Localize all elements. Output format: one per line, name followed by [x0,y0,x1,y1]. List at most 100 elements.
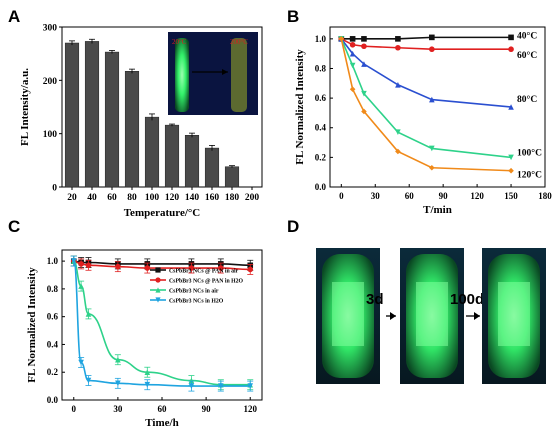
inset-tube-glowing [175,38,189,112]
data-point [361,61,367,67]
legend-label: CsPbBr3 NCs in air [169,289,219,295]
x-tick-label: 90 [202,404,212,414]
chart-a: 20 40 60 80 100 120 140 160 180 200 0 100 200 300 20°… [19,24,263,219]
series-label: 80°C [517,94,537,105]
x-tick-label: 140 [185,193,200,203]
series-label: 100°C [517,147,542,158]
data-point [188,265,195,271]
data-point [361,36,367,42]
data-point [115,263,121,270]
data-point [85,262,92,269]
x-tick-label: 120 [165,193,180,203]
y-tick-label: 0.0 [47,395,59,405]
arrow-3d-head [390,312,396,320]
series-line [340,38,512,108]
data-point [188,383,195,389]
bar [144,116,160,188]
photo-vial-initial [316,248,380,384]
data-point [349,41,356,48]
data-point [361,43,367,50]
inset-arrow-head [222,69,228,75]
bar [64,42,80,188]
data-point [85,311,92,317]
chart-c: 0 30 60 90 120 0.0 0.2 0.4 0.6 0.8 1.0 Time/h FL Nor… [26,249,263,429]
data-point [247,266,254,273]
x-tick-label: 120 [470,191,484,201]
x-tick-label: 100 [145,193,160,203]
y-tick-label: 0.4 [315,123,327,133]
legend-marker [155,297,161,303]
x-tick-label: 40 [87,193,97,203]
x-tick-label: 120 [243,404,257,414]
data-point [395,36,401,42]
x-tick-label: 180 [225,193,240,203]
data-point [349,86,356,93]
vial-film [416,282,448,346]
x-tick-label: 80 [127,193,137,203]
y-axis-label: FL Normalized Intensity [26,267,38,383]
y-tick-label: 0.8 [47,284,59,294]
data-point [218,383,224,389]
series-line [340,38,512,159]
x-axis-label: Time/h [145,417,178,429]
bar [124,71,140,188]
x-tick-label: 30 [371,191,381,201]
bar [204,147,220,188]
x-axis-label: T/min [423,204,452,216]
data-point [429,145,435,152]
data-point [338,36,345,42]
x-tick-label: 0 [72,404,77,414]
series-line [340,38,512,51]
series-label: 60°C [517,50,537,61]
x-tick-label: 150 [504,191,518,201]
y-tick-label: 0.8 [315,63,327,73]
bar [84,41,100,188]
y-tick-label: 0.2 [47,367,59,377]
legend-label: CsPbBr3 NCs @ PAN in H2O [169,279,244,285]
x-tick-label: 60 [158,404,168,414]
bar [164,124,180,188]
data-point [508,154,514,161]
y-axis-label: FL Intensity/a.u. [19,68,31,146]
x-tick-label: 200 [245,193,260,203]
data-point [361,108,367,115]
data-point [144,265,151,271]
x-tick-label: 0 [339,191,344,201]
y-tick-label: 1.0 [47,256,59,266]
x-tick-label: 60 [107,193,117,203]
plot-frame [61,26,263,188]
photo-panel-d: 3d 100d [316,248,546,384]
photo-vial-100d [482,248,546,384]
arrow-100d-head [474,312,480,320]
series-line [341,36,512,40]
y-tick-label: 0.6 [315,93,327,103]
data-point [349,50,356,57]
x-tick-label: 160 [205,193,220,203]
data-point [115,380,121,387]
panel-label-a: A [8,7,20,26]
data-point [144,369,151,376]
inset-label-right: 200°C [230,38,248,46]
data-point [395,129,401,135]
data-point [508,104,514,110]
bar [224,166,240,188]
panel-label-c: C [8,217,20,236]
data-point [395,148,401,155]
data-point [429,164,435,171]
inset-tube-quenched [231,38,247,112]
y-tick-label: 1.0 [315,34,327,44]
y-tick-label: 100 [43,130,58,140]
x-tick-label: 20 [67,193,77,203]
legend-label: CsPbBr3 NCs in H2O [169,299,224,305]
data-point [78,261,84,267]
x-tick-label: 90 [439,191,449,201]
y-tick-label: 0.4 [47,339,59,349]
vial-film [498,282,530,346]
inset-label-left: 20°C [172,38,187,46]
data-point [395,81,401,88]
data-point [429,46,435,53]
x-tick-label: 180 [538,191,552,201]
data-point [508,167,514,174]
y-axis-label: FL Normalized Intensity [294,49,306,165]
series-line [340,38,512,172]
